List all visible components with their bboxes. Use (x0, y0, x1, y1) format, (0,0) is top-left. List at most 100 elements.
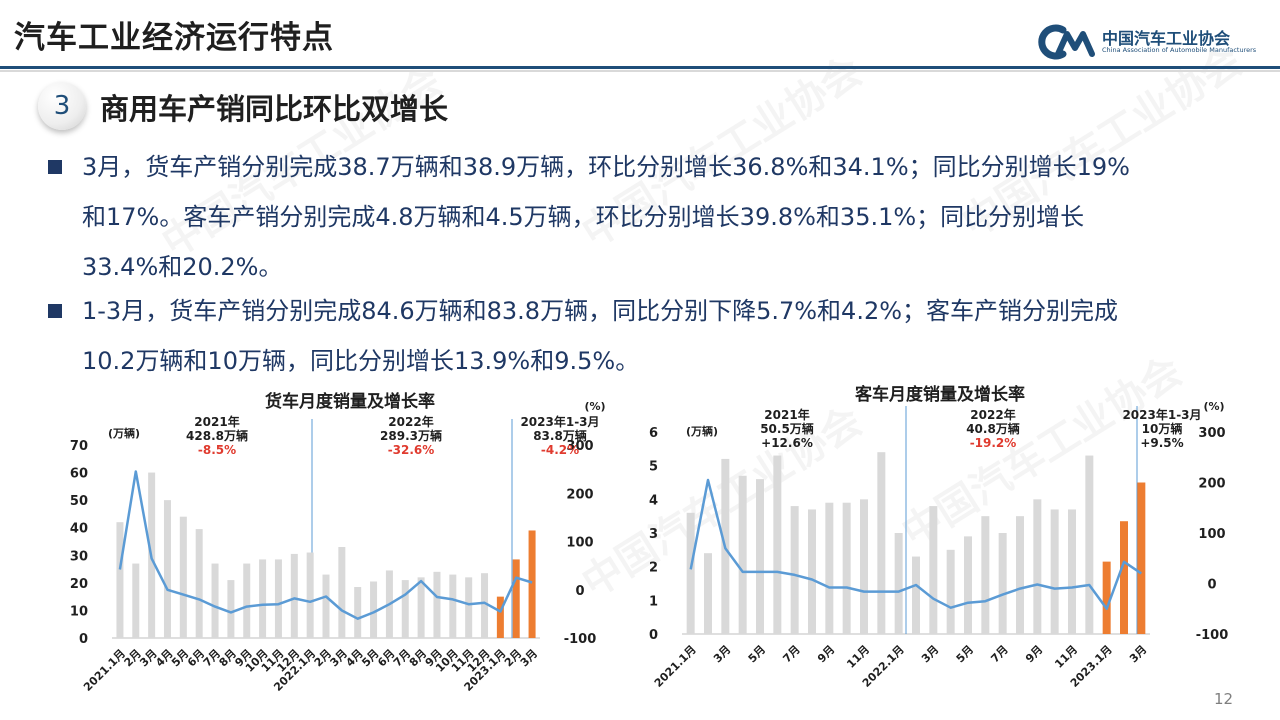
sales-bar (1068, 509, 1076, 634)
sales-bar (946, 549, 955, 634)
sales-bar (964, 536, 972, 634)
y-tick-right: -100 (564, 632, 597, 647)
annotation-rate: -8.5% (198, 443, 236, 457)
bullet-marker (48, 304, 62, 318)
annotation-text: 83.8万辆 (533, 428, 587, 443)
sales-bar (756, 479, 764, 634)
annotation-text: 2022年 (970, 407, 1015, 422)
sales-bar (338, 547, 346, 638)
caam-logo-icon (1038, 24, 1095, 60)
section-title: 商用车产销同比环比双增长 (100, 92, 449, 126)
bullet-line: 3月，货车产销分别完成38.7万辆和38.9万辆，环比分别增长36.8%和34.… (82, 153, 1130, 181)
x-tick-label: 11月 (844, 643, 872, 671)
header-divider (0, 66, 1280, 69)
sales-bar (259, 559, 267, 638)
bus-sales-chart: 客车月度销量及增长率 (万辆) (%) 0 1 2 3 4 5 6 -100 0 100 200 300 20… (649, 384, 1228, 690)
page-number: 12 (1214, 690, 1234, 708)
y-tick-right: 200 (566, 487, 593, 502)
y-tick-right: 100 (566, 536, 593, 551)
y-tick-left: 70 (70, 439, 88, 454)
annotation-text: 2021年 (194, 414, 239, 429)
sales-bar (274, 559, 282, 638)
x-tick-label: 11月 (1052, 643, 1080, 671)
sales-bar (116, 522, 124, 638)
sales-bar (227, 580, 235, 638)
sales-bar (686, 512, 695, 634)
sales-bar (179, 516, 187, 638)
annotation-text: 2023年1-3月 (1122, 407, 1201, 422)
bullet-paragraph-2: 1-3月，货车产销分别完成84.6万辆和83.8万辆，同比分别下降5.7%和4.… (82, 286, 1242, 386)
sales-bar (370, 581, 378, 638)
y-tick-left: 40 (70, 522, 88, 537)
sales-bar (1016, 516, 1024, 634)
y-axis-unit-right: (%) (584, 400, 605, 413)
sales-bar (163, 500, 171, 638)
y-axis-unit-left: (万辆) (686, 424, 718, 438)
y-tick-left: 50 (70, 494, 88, 509)
annotation-rate: -32.6% (388, 443, 435, 457)
sales-bar (306, 552, 314, 638)
annotation-rate: -19.2% (970, 436, 1017, 450)
x-tick-label: 5月 (746, 643, 768, 665)
sales-bar (1120, 521, 1128, 634)
sales-bar (528, 530, 536, 638)
y-tick-left: 2 (649, 561, 658, 576)
sales-bar (243, 563, 251, 638)
sales-bar (894, 533, 903, 634)
sales-bar (773, 455, 782, 634)
sales-bar (211, 563, 219, 638)
sales-bar (842, 502, 851, 634)
logo-text: 中国汽车工业协会 (1102, 29, 1231, 48)
sales-bar (929, 506, 938, 634)
y-tick-left: 3 (649, 527, 658, 542)
section-number-badge: 3 (38, 82, 86, 130)
bullet-line: 1-3月，货车产销分别完成84.6万辆和83.8万辆，同比分别下降5.7%和4.… (82, 297, 1119, 325)
y-tick-left: 4 (649, 493, 658, 508)
bullet-paragraph-1: 3月，货车产销分别完成38.7万辆和38.9万辆，环比分别增长36.8%和34.… (82, 142, 1242, 292)
sales-bar (1050, 509, 1059, 634)
header-divider-shadow (0, 70, 1280, 72)
x-tick-label: 2021.1月 (652, 643, 699, 690)
bullet-line: 10.2万辆和10万辆，同比分别增长13.9%和9.5%。 (82, 347, 640, 375)
y-tick-right: 0 (1207, 578, 1216, 593)
chart-title: 客车月度销量及增长率 (854, 384, 1025, 405)
y-tick-right: 0 (575, 584, 584, 599)
annotation-rate: -4.2% (541, 443, 579, 457)
y-tick-right: 200 (1198, 477, 1225, 492)
x-tick-label: 3月 (919, 643, 941, 665)
annotation-text: 289.3万辆 (380, 428, 442, 443)
sales-bar (825, 502, 834, 634)
annotation-text: 2021年 (764, 407, 809, 422)
y-tick-left: 0 (79, 632, 88, 647)
sales-bar (912, 556, 920, 634)
sales-bar (465, 577, 473, 638)
sales-bar (481, 573, 489, 638)
x-tick-label: 7月 (780, 643, 802, 665)
sales-bar (354, 586, 362, 638)
sales-bar (877, 452, 886, 634)
y-tick-right: 100 (1198, 527, 1225, 542)
x-tick-label: 3月 (1127, 643, 1149, 665)
annotation-text: 50.5万辆 (760, 421, 814, 436)
sales-bar (449, 574, 457, 638)
sales-bar (790, 506, 799, 634)
y-tick-left: 5 (649, 460, 658, 475)
bullet-line: 和17%。客车产销分别完成4.8万辆和4.5万辆，环比分别增长39.8%和35.… (82, 203, 1085, 231)
sales-bar (433, 571, 441, 638)
sales-bar (290, 553, 298, 638)
annotation-text: 40.8万辆 (966, 421, 1020, 436)
logo-subtitle: China Association of Automobile Manufact… (1102, 46, 1257, 54)
sales-bar (1102, 561, 1111, 634)
x-tick-label: 9月 (1023, 643, 1045, 665)
annotation-text: 2022年 (388, 414, 433, 429)
y-tick-left: 20 (70, 577, 88, 592)
sales-bar (808, 509, 816, 634)
growth-rate-line (689, 478, 1142, 611)
y-tick-left: 0 (649, 628, 658, 643)
annotation-text: +9.5% (1140, 436, 1183, 450)
sales-bar (981, 516, 990, 634)
x-tick-label: 5月 (954, 643, 976, 665)
y-tick-right: 300 (566, 439, 593, 454)
sales-bar (1085, 455, 1094, 634)
association-logo: 中国汽车工业协会 China Association of Automobile… (1036, 24, 1276, 60)
